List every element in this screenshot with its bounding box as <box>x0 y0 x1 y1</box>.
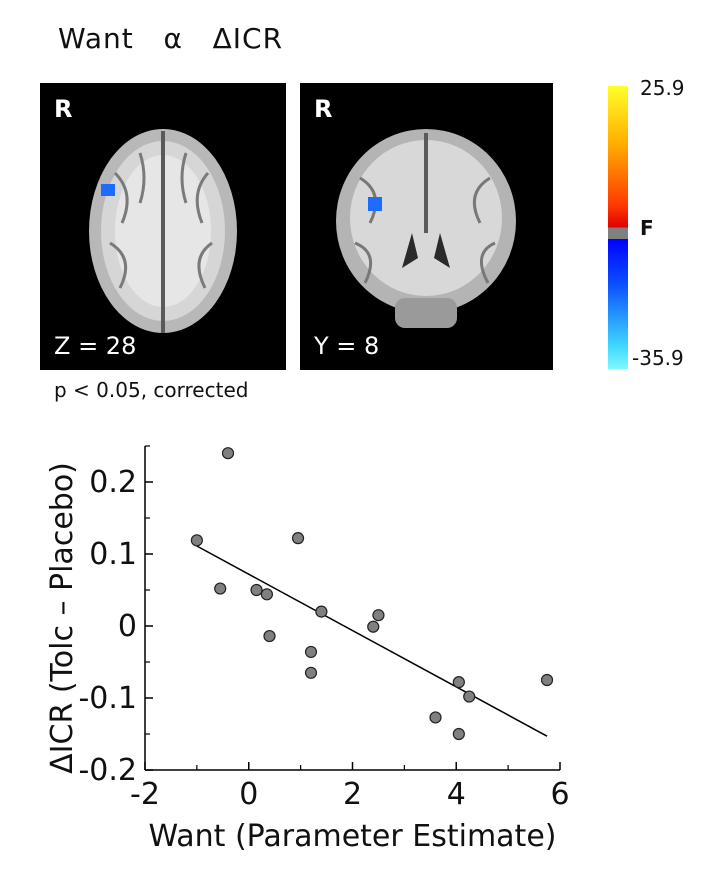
coronal-brain-image <box>336 129 516 328</box>
x-tick-label: 2 <box>343 777 362 812</box>
data-point <box>315 605 328 618</box>
regression-line <box>193 543 548 737</box>
y-tick-label: 0 <box>118 609 137 644</box>
data-point <box>263 629 276 643</box>
data-point <box>463 690 476 703</box>
data-point <box>214 582 227 595</box>
colorbar-max-label: 25.9 <box>640 76 685 100</box>
data-point <box>304 666 318 679</box>
colorbar-threshold-label: F <box>640 216 654 240</box>
data-point <box>304 645 318 659</box>
plot-axes <box>144 446 560 771</box>
data-points <box>190 447 554 741</box>
y-tick-label: -0.2 <box>78 753 137 788</box>
plot-ticks: -2 0 2 4 6 -0.2 -0.1 0 0.1 0.2 <box>78 445 570 812</box>
significance-note: p < 0.05, corrected <box>54 378 249 402</box>
y-tick-label: 0.1 <box>89 537 137 572</box>
data-point <box>221 447 235 460</box>
x-axis-label: Want (Parameter Estimate) <box>149 819 557 854</box>
y-tick-label: -0.1 <box>78 681 137 716</box>
y-axis-label: ΔICR (Tolc – Placebo) <box>45 462 80 774</box>
axial-brain-image <box>89 129 237 333</box>
coronal-brain-panel: R Y = 8 <box>300 83 553 370</box>
colorbar-min-label: -35.9 <box>632 346 684 370</box>
data-point <box>367 620 380 633</box>
slice-coordinate-label: Y = 8 <box>314 332 380 360</box>
panel-orientation-label: R <box>314 95 333 123</box>
figure-title: Want α ΔICR <box>58 22 284 55</box>
y-tick-label: 0.2 <box>89 465 137 500</box>
axial-brain-panel: R Z = 28 <box>40 83 286 370</box>
data-point <box>429 711 442 724</box>
coronal-activation-blob <box>368 197 382 211</box>
scatter-plot: -2 0 2 4 6 -0.2 -0.1 0 0.1 0.2 Want (Parameter Es… <box>45 445 570 854</box>
x-tick-label: 4 <box>447 777 466 812</box>
data-point <box>260 588 274 601</box>
data-point <box>190 534 203 547</box>
x-tick-label: -2 <box>130 777 160 812</box>
data-point <box>372 609 385 622</box>
data-point <box>452 727 465 741</box>
x-tick-label: 0 <box>239 777 258 812</box>
panel-orientation-label: R <box>54 95 73 123</box>
data-point <box>250 583 263 597</box>
data-point <box>540 673 554 687</box>
x-tick-label: 6 <box>550 777 569 812</box>
f-statistic-colorbar <box>608 86 628 369</box>
slice-coordinate-label: Z = 28 <box>54 332 137 360</box>
data-point <box>291 532 305 545</box>
axial-activation-blob <box>101 184 115 196</box>
data-point <box>452 676 465 689</box>
